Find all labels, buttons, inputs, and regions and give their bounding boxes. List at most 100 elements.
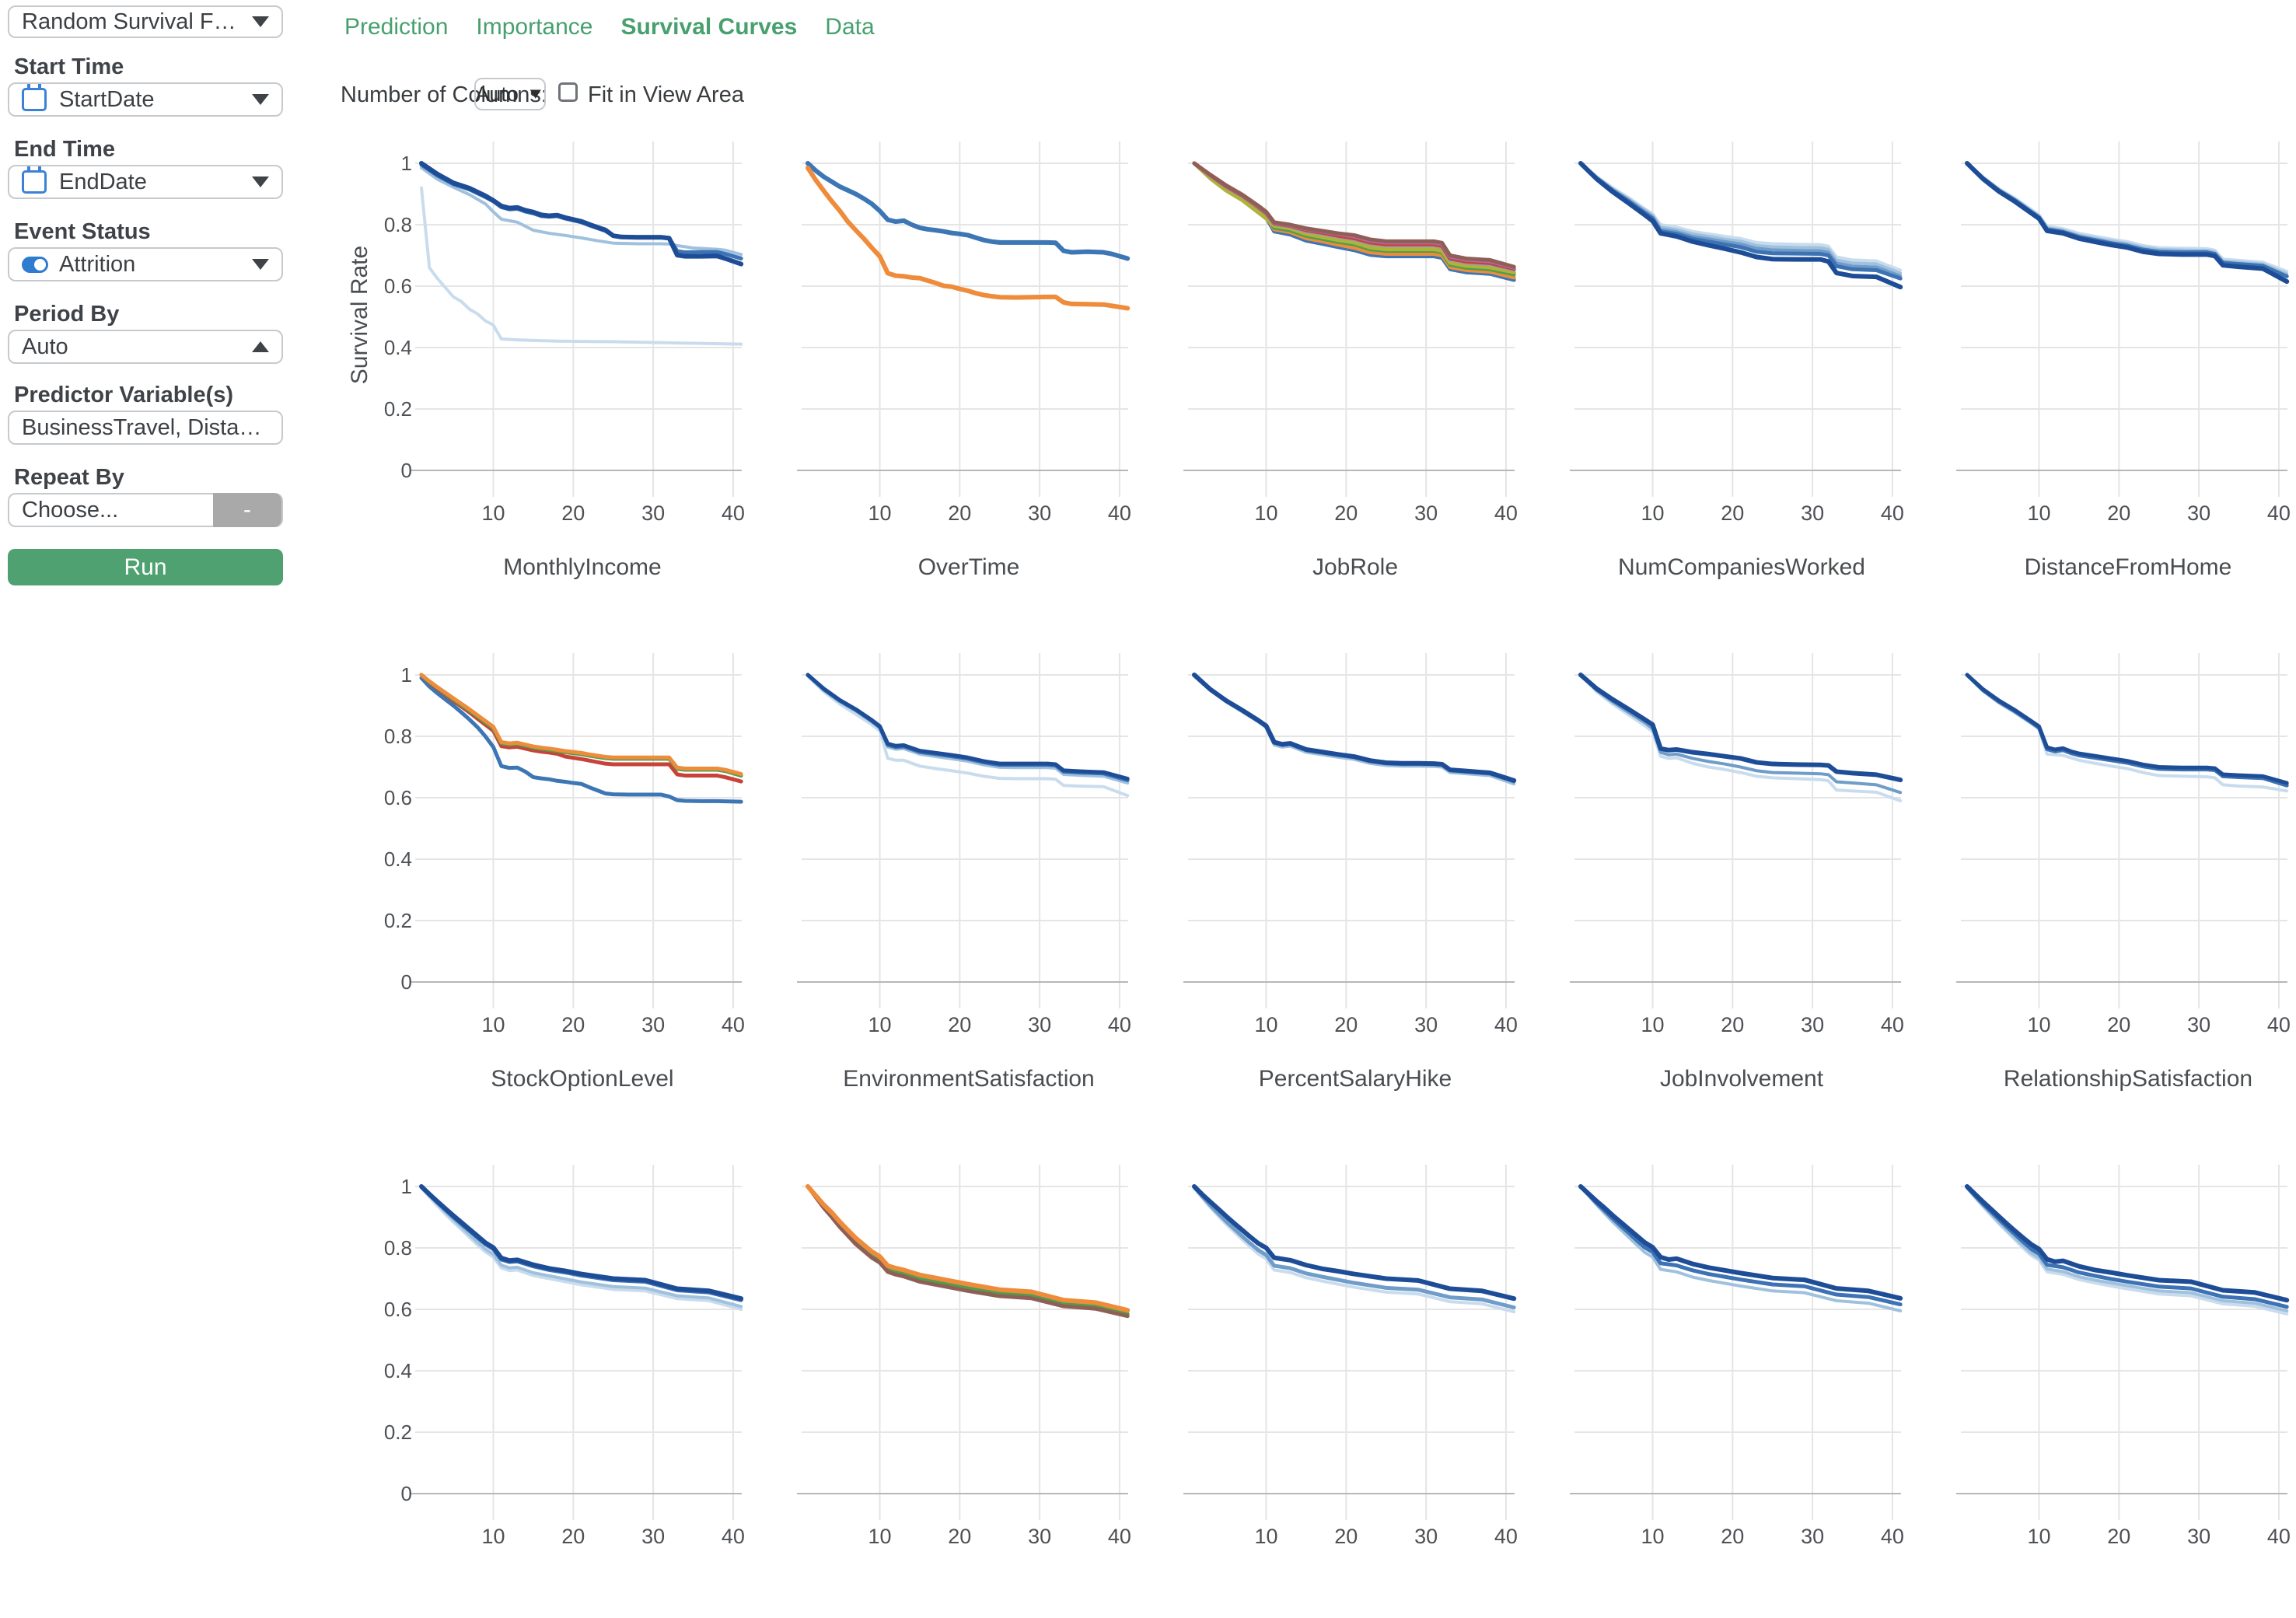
x-tick-label: 40 [721, 501, 745, 525]
survival-curve-line [806, 673, 1130, 782]
y-tick-label: 0.2 [383, 1421, 412, 1444]
survival-curve-line [1192, 161, 1516, 270]
chart-plot-area [797, 1165, 1131, 1520]
survival-curve-line [419, 673, 743, 777]
x-tick-label: 30 [1801, 1525, 1825, 1548]
x-tick-label: 10 [1254, 1525, 1278, 1548]
x-tick-label: 10 [868, 1013, 892, 1036]
survival-curve-line [1192, 161, 1516, 280]
survival-curve-line [1965, 1184, 2290, 1303]
tab-survival-curves[interactable]: Survival Curves [620, 14, 798, 40]
x-tick-label: 30 [1801, 501, 1825, 525]
y-tick-label: 0.4 [383, 1359, 412, 1382]
repeat-by-clear-button[interactable]: - [213, 493, 281, 527]
period-by-select[interactable]: Auto [8, 330, 283, 364]
start-time-value: StartDate [59, 86, 155, 112]
survival-curve-line [1192, 161, 1516, 277]
survival-curve-line [1579, 162, 1903, 278]
number-of-columns-label: Number of Columns: [341, 82, 547, 107]
chevron-up-icon [252, 341, 269, 352]
run-button[interactable]: Run [8, 549, 283, 585]
survival-curve-line [1193, 1186, 1516, 1314]
survival-curve-line [1578, 161, 1903, 281]
number-of-columns-select[interactable]: Auto ▼ [474, 78, 546, 110]
survival-curve-line [1192, 161, 1516, 269]
number-of-columns-value: Auto [475, 82, 519, 106]
chart-title: EnvironmentSatisfaction [843, 1066, 1095, 1092]
tab-prediction[interactable]: Prediction [344, 14, 449, 40]
survival-curve-line [420, 186, 743, 346]
x-tick-label: 40 [1107, 501, 1131, 525]
y-tick-label: 0.2 [383, 397, 412, 421]
repeat-by-input[interactable]: Choose... - [8, 493, 283, 527]
event-status-select[interactable]: Attrition [8, 247, 283, 281]
chart-title: NumCompaniesWorked [1618, 554, 1865, 580]
predictor-input[interactable]: BusinessTravel, DistanceFr… [8, 411, 283, 445]
chart-plot-area [1570, 653, 1903, 1008]
survival-curve-line [1965, 161, 2289, 278]
x-tick-label: 40 [1494, 1013, 1518, 1036]
repeat-by-label: Repeat By [14, 465, 124, 490]
chart-title: OverTime [917, 554, 1020, 580]
x-tick-label: 30 [1028, 501, 1052, 525]
tab-data[interactable]: Data [825, 14, 875, 40]
x-tick-label: 30 [641, 1525, 666, 1548]
chart-plot-area [1956, 653, 2289, 1008]
start-time-label: Start Time [14, 54, 124, 79]
survival-chart-environmentsatisfaction: 10 20 30 40 EnvironmentSatisfaction [797, 653, 1131, 1106]
survival-curve-line [806, 1184, 1131, 1313]
survival-curve-line [420, 166, 743, 257]
y-tick-label: 1 [400, 152, 412, 175]
survival-curve-line [1965, 1185, 2289, 1309]
x-tick-label: 10 [481, 1525, 505, 1548]
start-time-select[interactable]: StartDate [8, 82, 283, 117]
y-tick-label: 0.6 [383, 786, 412, 809]
chevron-down-icon [252, 16, 269, 27]
survival-curve-line [1193, 673, 1516, 786]
x-tick-label: 20 [948, 1013, 972, 1036]
end-time-value: EndDate [59, 169, 147, 194]
y-axis-title: Survival Rate [347, 245, 372, 385]
survival-curve-line [420, 1186, 743, 1309]
survival-chart-monthlyincome: 1 0.8 0.6 0.4 0.2 0 10 20 30 40 MonthlyIncome Survi… [347, 142, 745, 595]
x-tick-label: 10 [2027, 1525, 2051, 1548]
chevron-down-icon [252, 176, 269, 187]
predictor-label: Predictor Variable(s) [14, 383, 234, 407]
survival-chart: 10 20 30 40 [1570, 1165, 1904, 1618]
x-tick-label: 20 [1721, 1525, 1745, 1548]
y-tick-label: 0.2 [383, 909, 412, 932]
survival-chart: 10 20 30 40 [797, 1165, 1131, 1618]
x-tick-label: 30 [1414, 501, 1438, 525]
y-tick-label: 0.6 [383, 274, 412, 298]
sidebar: Random Survival Forest Start Time StartD… [0, 0, 327, 1278]
y-tick-label: 0.4 [383, 336, 412, 359]
chart-title: StockOptionLevel [491, 1066, 674, 1092]
y-tick-label: 0 [400, 1482, 412, 1505]
y-tick-label: 0.8 [383, 1236, 412, 1260]
end-time-select[interactable]: EndDate [8, 165, 283, 199]
survival-curve-line [1966, 162, 2289, 274]
chart-plot-area [797, 653, 1130, 1008]
x-tick-label: 30 [1414, 1525, 1438, 1548]
x-tick-label: 10 [1641, 1013, 1665, 1036]
survival-curve-line [419, 673, 743, 778]
survival-curve-line [1192, 1185, 1516, 1310]
survival-chart-percentsalaryhike: 10 20 30 40 PercentSalaryHike [1183, 653, 1518, 1106]
chart-title: MonthlyIncome [503, 554, 662, 580]
tab-importance[interactable]: Importance [476, 14, 593, 40]
model-select-value: Random Survival Forest [22, 9, 244, 34]
chart-plot-area [411, 653, 743, 1008]
fit-in-view-checkbox[interactable] [558, 82, 578, 102]
model-select[interactable]: Random Survival Forest [8, 5, 283, 38]
x-tick-label: 20 [1721, 501, 1745, 525]
x-tick-label: 30 [2187, 1013, 2211, 1036]
survival-curve-line [419, 1184, 744, 1302]
calendar-icon [22, 166, 47, 194]
x-tick-label: 20 [1334, 501, 1358, 525]
x-tick-label: 20 [1334, 1525, 1358, 1548]
survival-curve-line [419, 1184, 743, 1302]
survival-curve-line [420, 1186, 743, 1311]
x-tick-label: 20 [2107, 1013, 2131, 1036]
survival-curve-line [1192, 161, 1516, 272]
toggle-icon [22, 256, 48, 273]
